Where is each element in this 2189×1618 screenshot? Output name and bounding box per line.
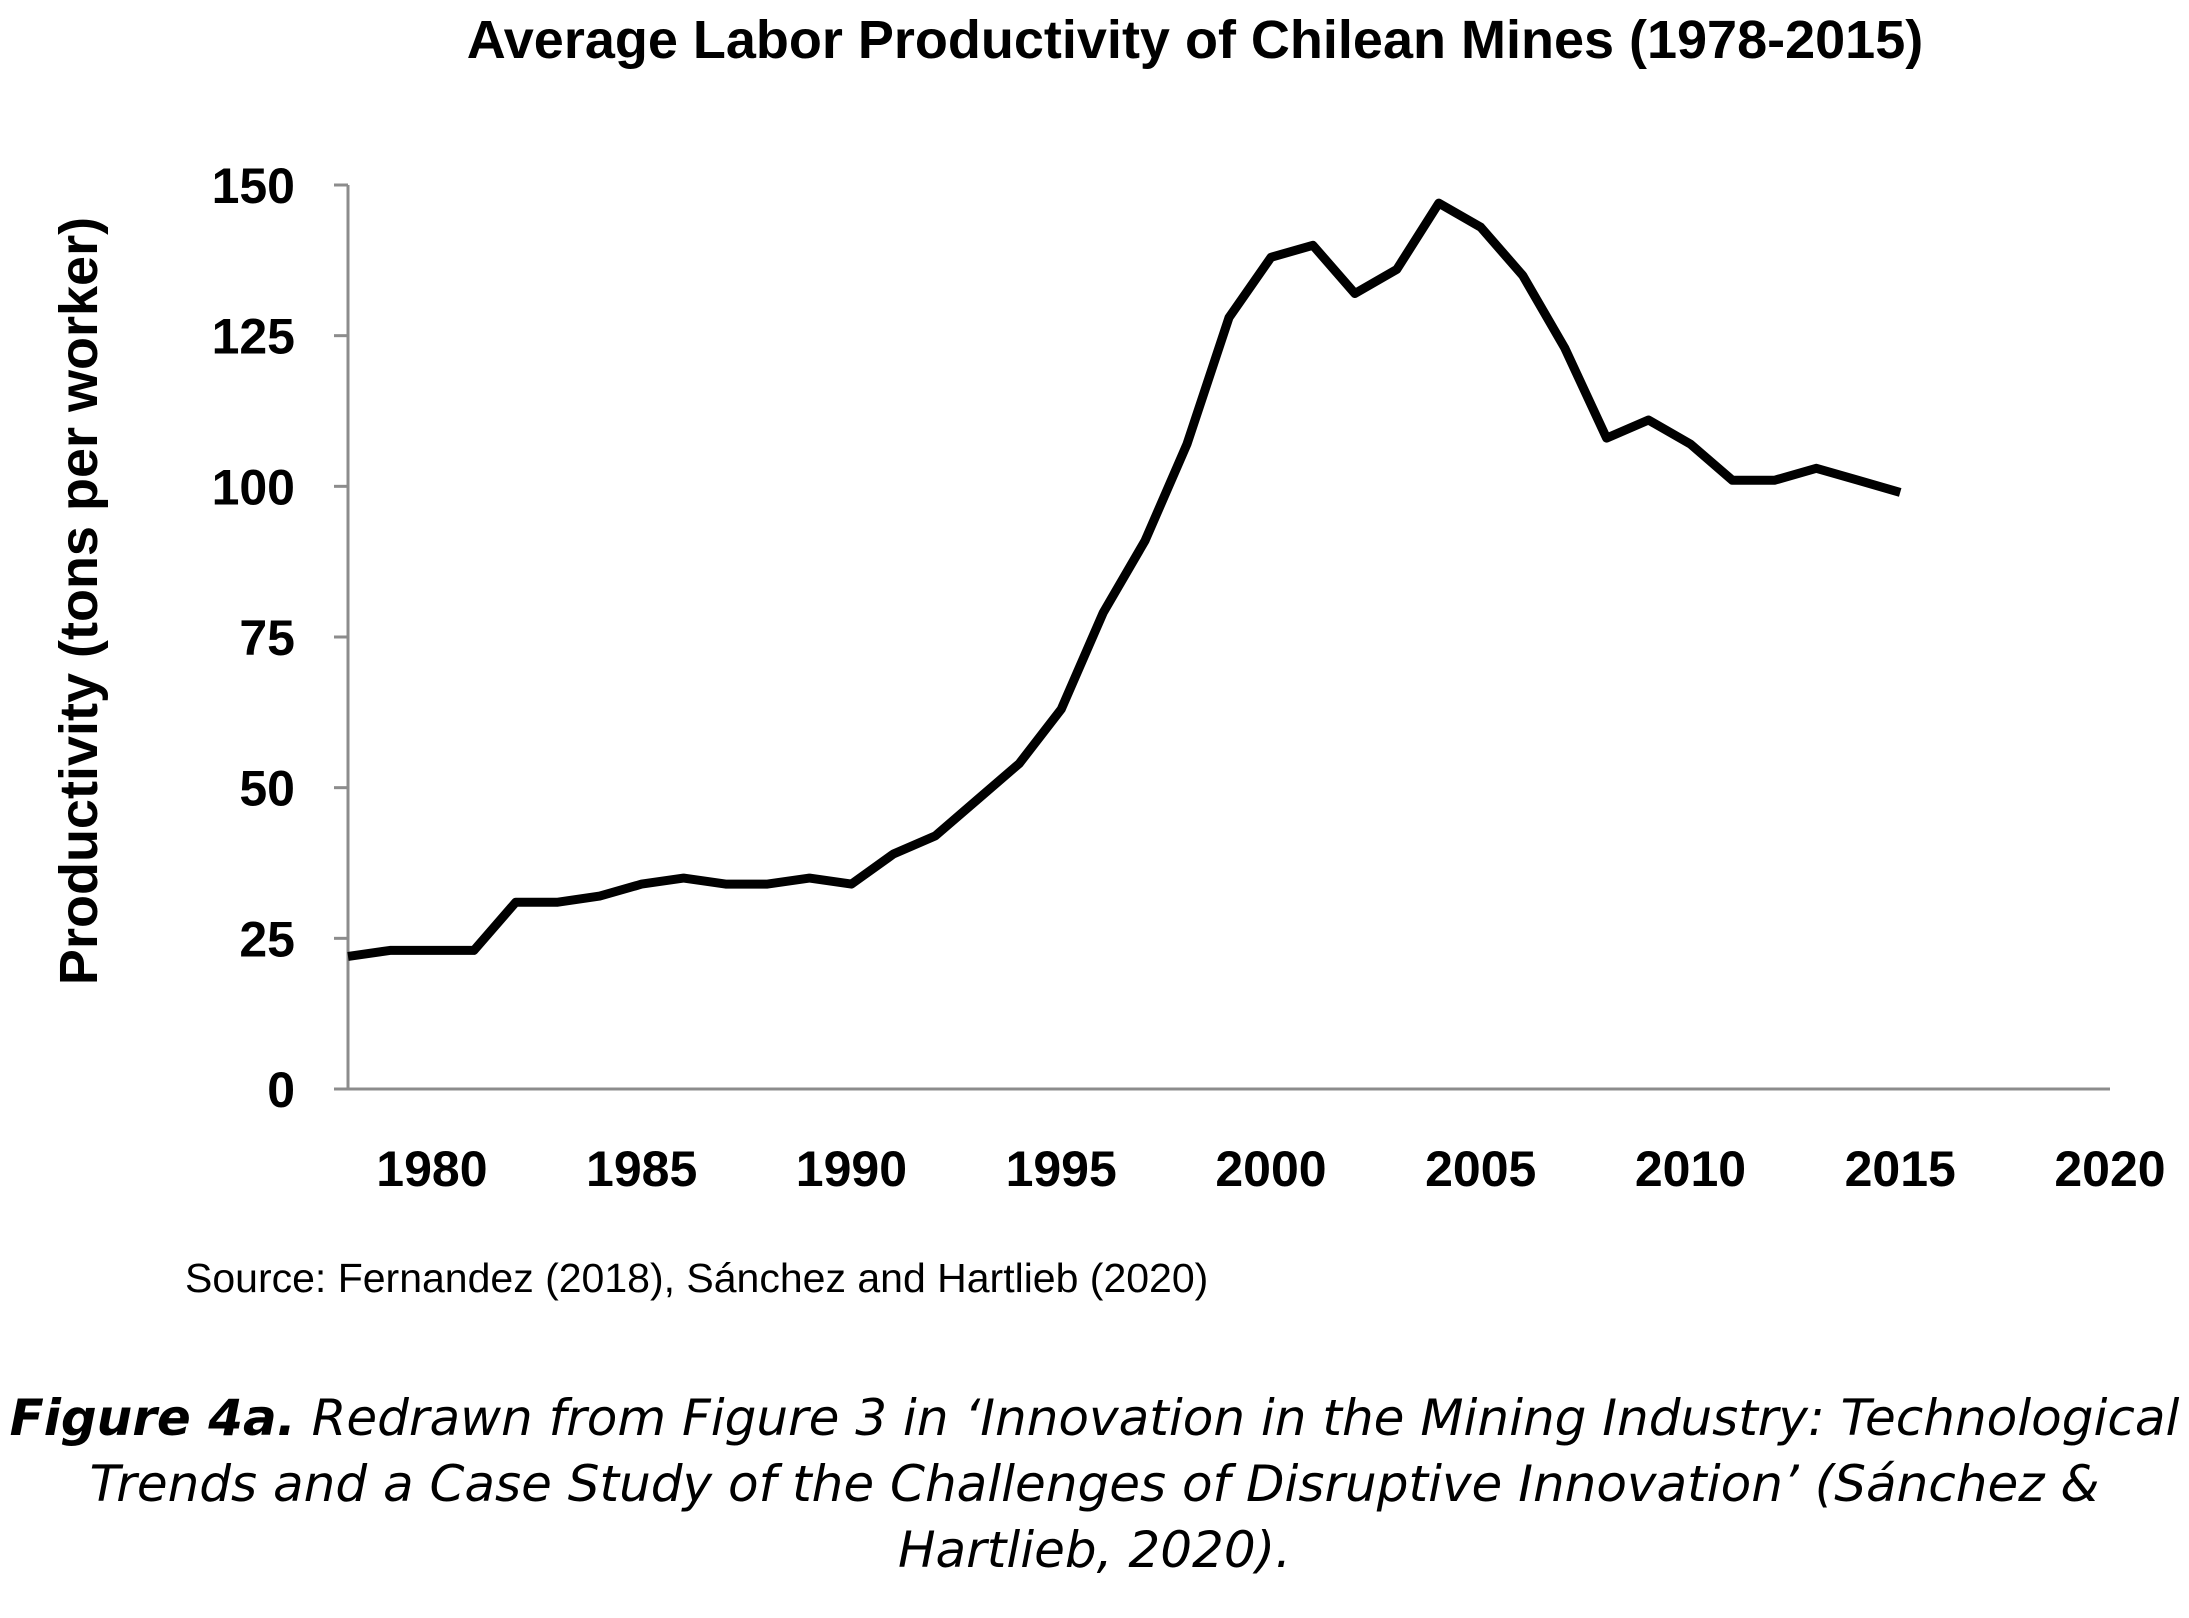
y-axis-ticks: 0 25 50 75 100 125 150 [212, 158, 348, 1118]
y-tick-label: 75 [239, 610, 295, 666]
x-tick-label: 2000 [1215, 1141, 1326, 1197]
x-tick-label: 1995 [1006, 1141, 1117, 1197]
y-tick-label: 100 [212, 459, 295, 515]
x-axis-ticks: 1980 1985 1990 1995 2000 2005 2010 2015 2020 [376, 1141, 2165, 1197]
y-tick-label: 50 [239, 761, 295, 817]
chart-title: Average Labor Productivity of Chilean Mi… [467, 10, 1923, 70]
caption-label: Figure 4a. [9, 1389, 296, 1447]
y-axis-title: Productivity (tons per worker) [49, 217, 109, 985]
x-tick-label: 1985 [586, 1141, 697, 1197]
plot-area [347, 198, 1902, 961]
x-tick-label: 1980 [376, 1141, 487, 1197]
x-tick-label: 2020 [2054, 1141, 2165, 1197]
y-tick-label: 25 [239, 911, 295, 967]
caption-text: Redrawn from Figure 3 in ‘Innovation in … [89, 1389, 2180, 1579]
y-tick-label: 150 [212, 158, 295, 214]
x-tick-label: 2010 [1635, 1141, 1746, 1197]
x-tick-label: 1990 [796, 1141, 907, 1197]
line-chart: Average Labor Productivity of Chilean Mi… [49, 10, 2166, 1197]
source-note: Source: Fernandez (2018), Sánchez and Ha… [185, 1255, 1209, 1301]
series-line [347, 198, 1902, 961]
y-tick-label: 125 [212, 309, 295, 365]
figure-caption: Figure 4a. Redrawn from Figure 3 in ‘Inn… [0, 1385, 2189, 1583]
x-tick-label: 2005 [1425, 1141, 1536, 1197]
x-tick-label: 2015 [1845, 1141, 1956, 1197]
y-tick-label: 0 [267, 1062, 295, 1118]
